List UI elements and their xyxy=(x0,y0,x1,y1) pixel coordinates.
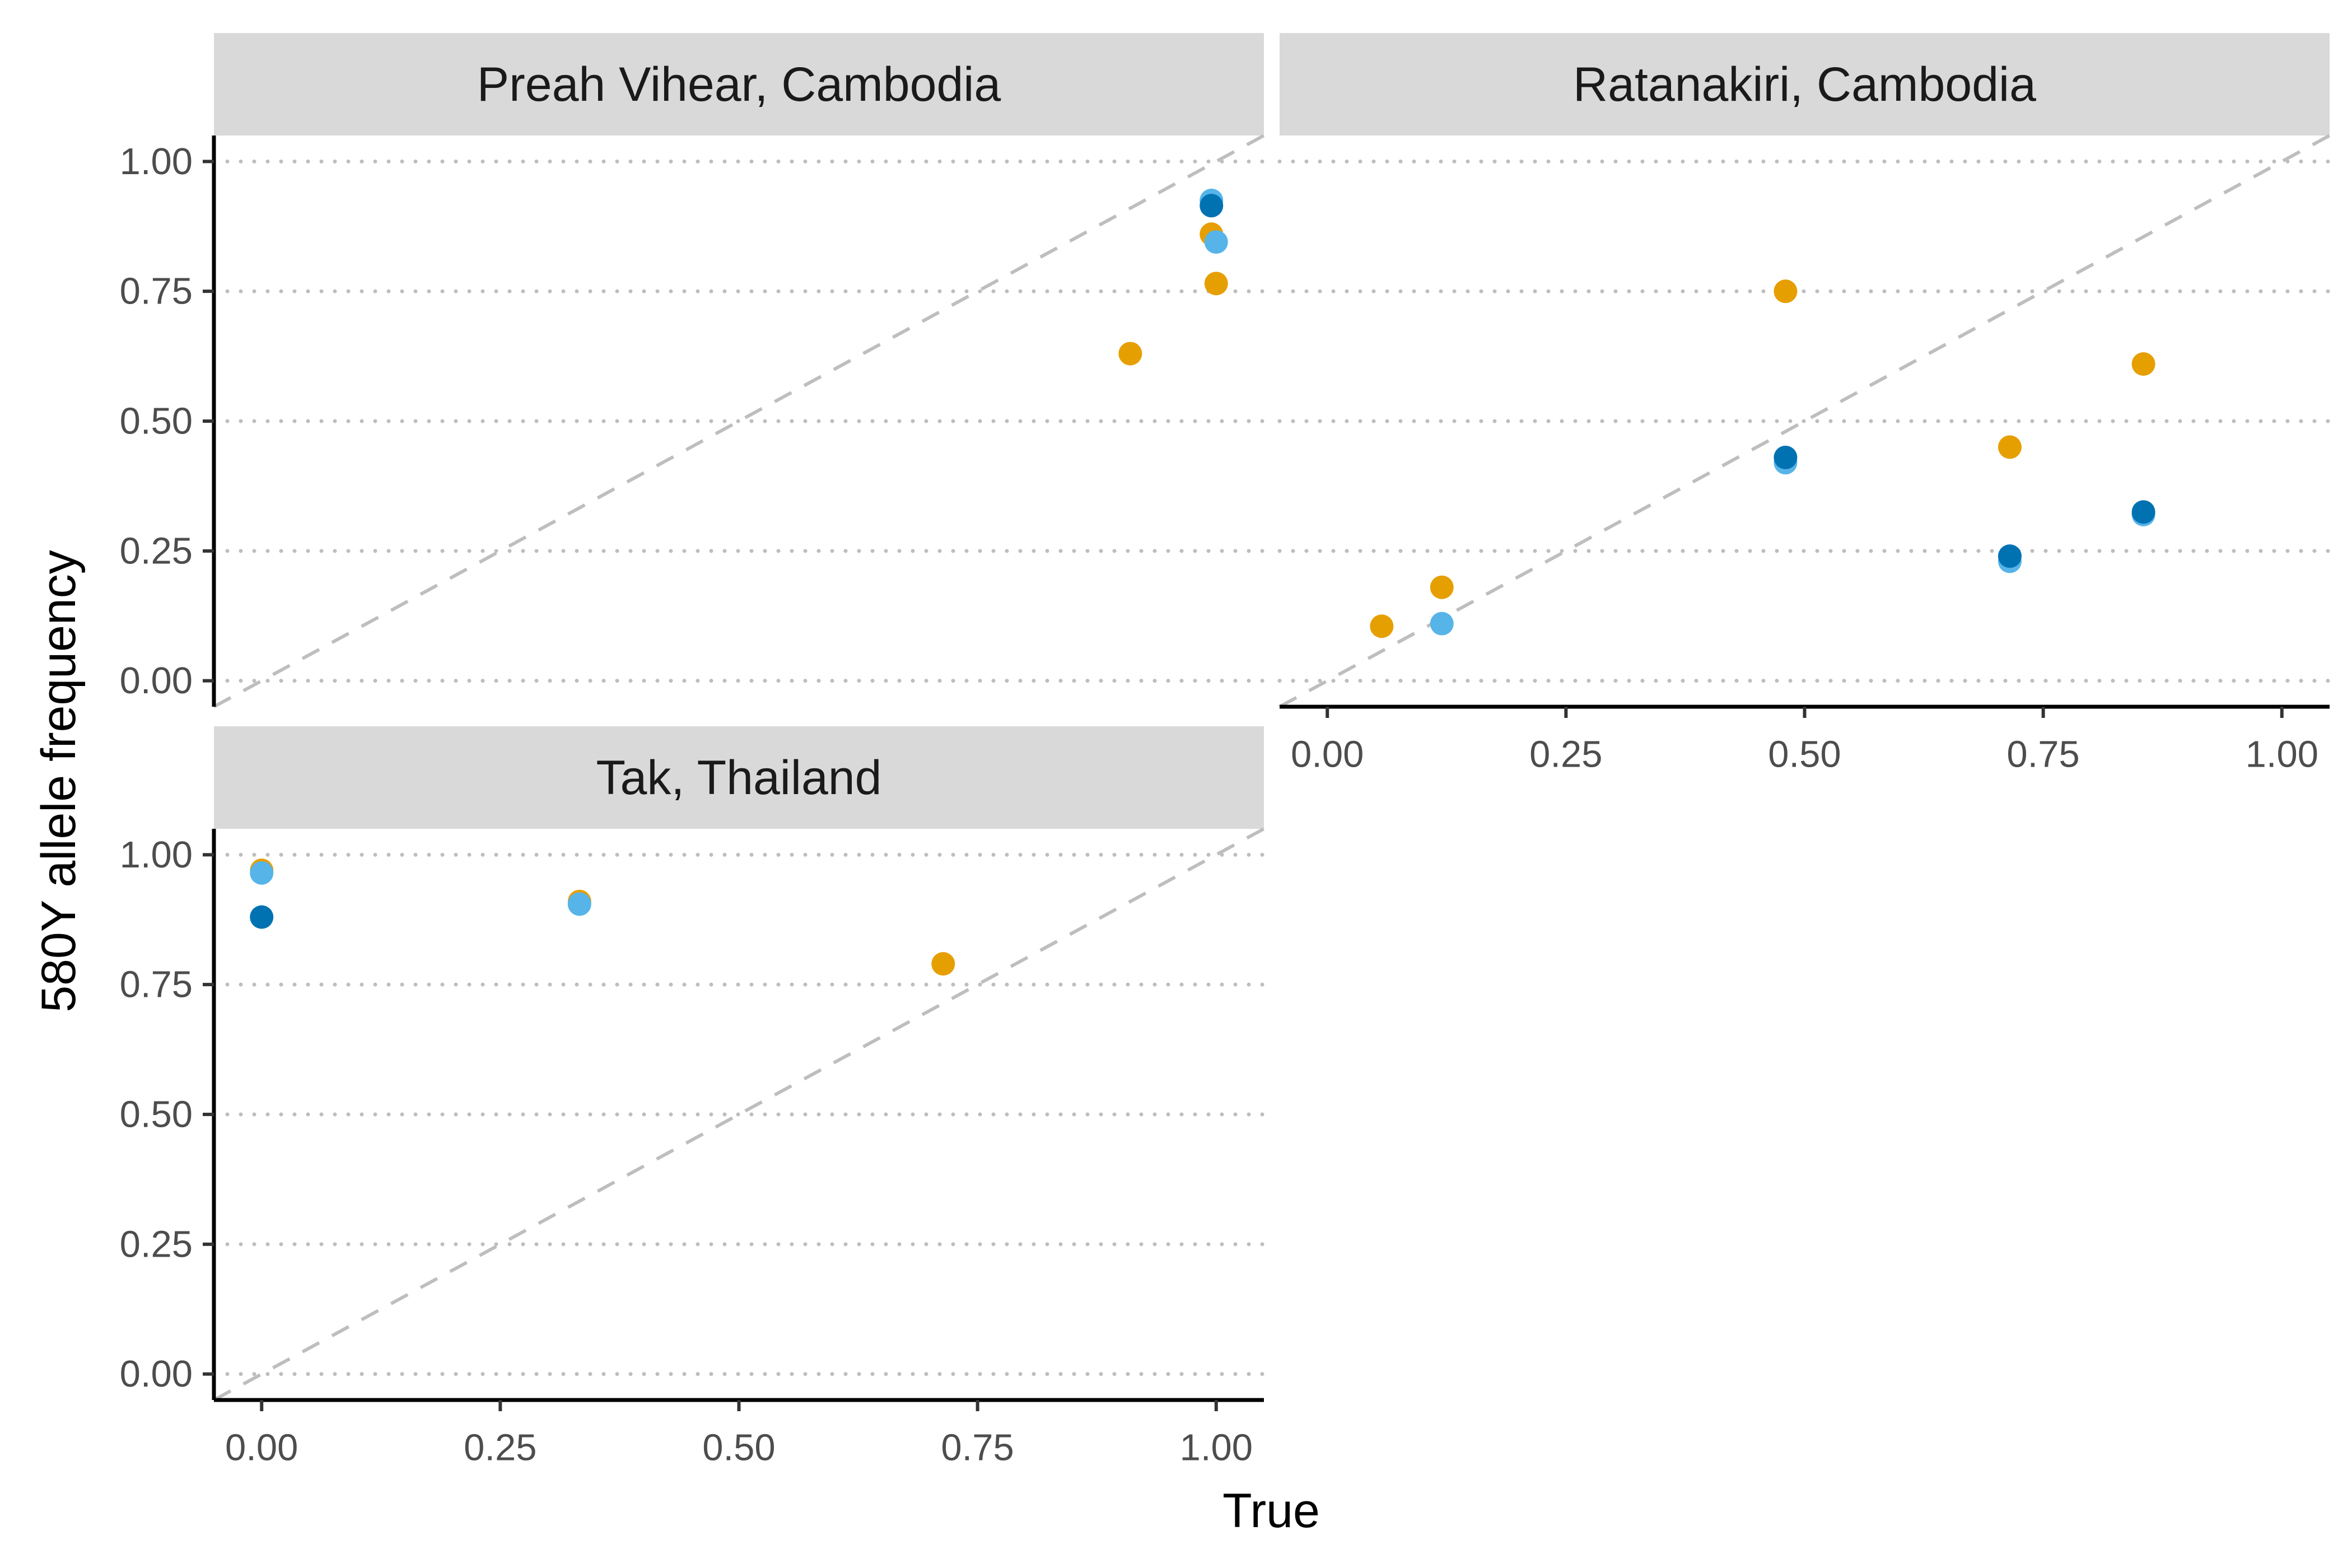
data-point xyxy=(2131,352,2155,376)
y-axis-title: 580Y allele frequency xyxy=(32,550,86,1012)
point-layer xyxy=(250,858,955,976)
data-point xyxy=(1370,614,1394,638)
panel-ratanakiri: Ratanakiri, Cambodia 0.00 0.25 0.50 0.75 1.0… xyxy=(1277,33,2332,776)
data-point xyxy=(1430,575,1454,599)
x-tick-label: 0.50 xyxy=(702,1427,775,1469)
axis-layer: 0.00 0.25 0.50 0.75 1.00 0.00 0.25 0.50 0.75 1.00 xyxy=(120,829,1264,1469)
x-tick-label: 0.00 xyxy=(1291,734,1364,776)
panel-tak: Tak, Thailand 0.000.250.500.751.000.00 0.… xyxy=(120,726,1266,1469)
x-tick-label: 0.00 xyxy=(225,1427,298,1469)
data-point xyxy=(1998,435,2022,459)
y-tick-label: 0.00 xyxy=(120,1353,193,1395)
data-point xyxy=(1200,194,1224,218)
y-tick-label: 0.50 xyxy=(120,400,193,442)
x-tick-label: 0.25 xyxy=(464,1427,536,1469)
grid-layer xyxy=(1277,159,2332,683)
y-tick-label: 0.50 xyxy=(120,1094,193,1136)
data-point xyxy=(2131,500,2155,524)
data-point xyxy=(1774,445,1798,469)
grid-layer xyxy=(212,852,1266,1376)
data-point xyxy=(250,861,274,885)
data-point xyxy=(1430,612,1454,636)
x-tick-label: 0.25 xyxy=(1529,734,1602,776)
y-tick-label: 1.00 xyxy=(120,834,193,876)
x-tick-label: 1.00 xyxy=(1180,1427,1253,1469)
strip-background xyxy=(214,33,1264,136)
axis-layer: 0.00 0.25 0.50 0.75 1.00 xyxy=(120,136,216,707)
y-tick-label: 0.75 xyxy=(120,964,193,1006)
data-point xyxy=(1774,279,1798,304)
strip-label: Tak, Thailand xyxy=(596,751,882,805)
y-tick-label: 0.00 xyxy=(120,660,193,702)
y-tick-label: 0.25 xyxy=(120,530,193,572)
y-tick-label: 0.25 xyxy=(120,1223,193,1265)
strip-background xyxy=(214,726,1264,829)
strip-label: Ratanakiri, Cambodia xyxy=(1573,58,2036,111)
data-point xyxy=(567,892,591,916)
data-point xyxy=(931,952,955,976)
strip-label: Preah Vihear, Cambodia xyxy=(477,58,1001,111)
y-tick-label: 0.75 xyxy=(120,270,193,312)
point-layer xyxy=(1370,279,2155,638)
axis-layer: 0.00 0.25 0.50 0.75 1.00 xyxy=(1280,704,2330,776)
y-tick-label: 1.00 xyxy=(120,141,193,183)
x-tick-label: 0.75 xyxy=(941,1427,1014,1469)
grid-layer xyxy=(212,159,1266,683)
x-tick-label: 0.50 xyxy=(1768,734,1841,776)
data-point xyxy=(1118,342,1142,366)
data-point xyxy=(250,905,274,929)
x-tick-label: 1.00 xyxy=(2246,734,2318,776)
x-tick-label: 0.75 xyxy=(2006,734,2079,776)
strip-background xyxy=(1280,33,2330,136)
data-point xyxy=(1204,272,1228,296)
point-layer xyxy=(1118,188,1228,366)
data-point xyxy=(1998,544,2022,568)
panel-preah-vihear: Preah Vihear, Cambodia 0.00 0.25 0.50 0.75 1… xyxy=(120,33,1266,708)
x-axis-title: True xyxy=(1222,1484,1320,1538)
data-point xyxy=(1204,230,1228,254)
